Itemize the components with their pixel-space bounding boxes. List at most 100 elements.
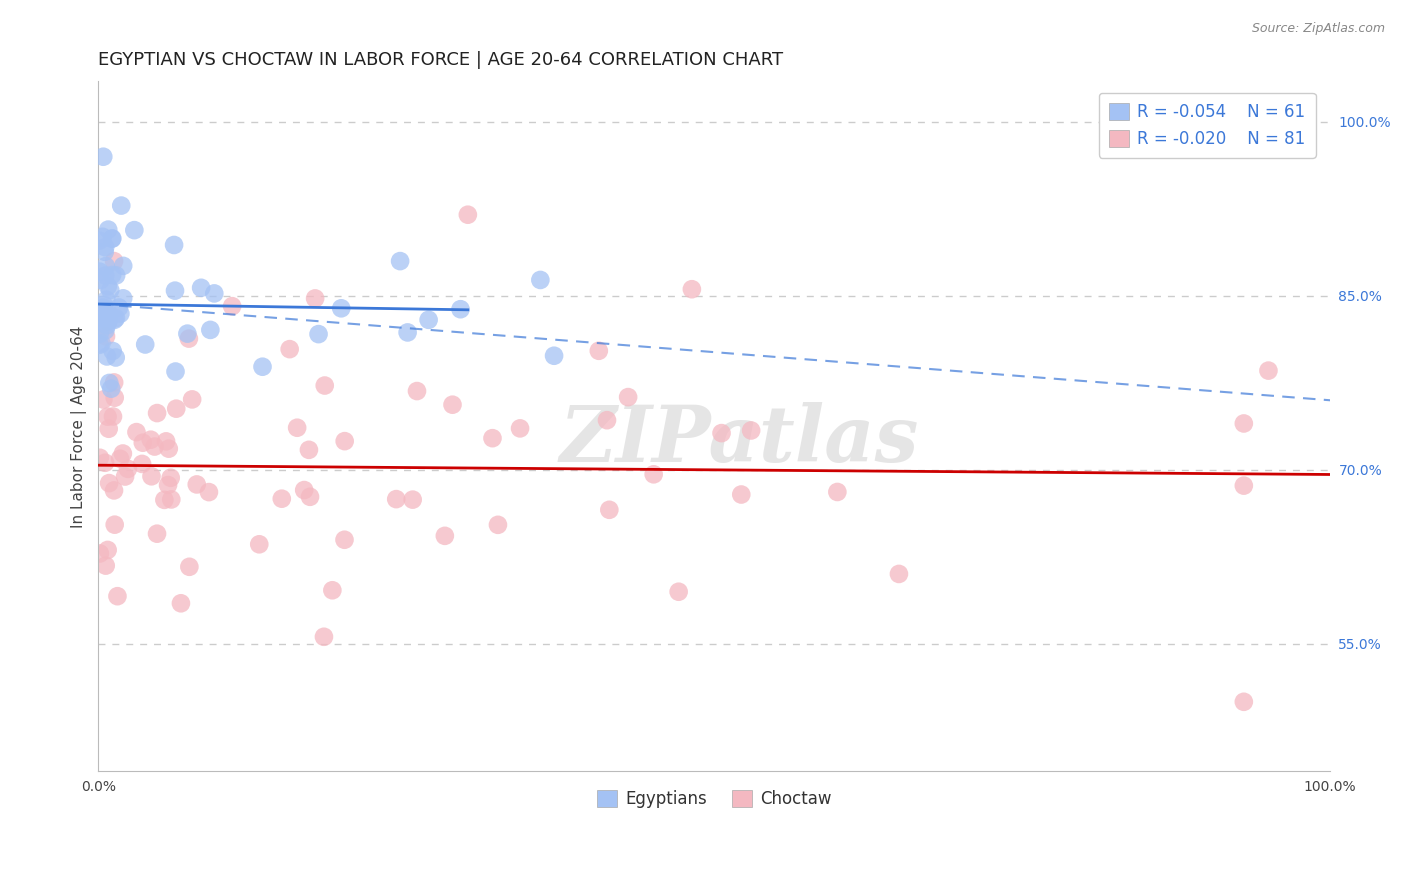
Point <box>165 401 187 416</box>
Point <box>314 378 336 392</box>
Point <box>159 471 181 485</box>
Point <box>103 313 125 327</box>
Point <box>176 326 198 341</box>
Point <box>101 409 124 424</box>
Point <box>101 344 124 359</box>
Point <box>202 286 225 301</box>
Point <box>396 326 419 340</box>
Point <box>89 234 111 248</box>
Point <box>97 314 120 328</box>
Point <box>96 310 118 324</box>
Point <box>740 424 762 438</box>
Point <box>89 265 111 279</box>
Point <box>402 492 425 507</box>
Point <box>97 543 120 558</box>
Point <box>94 558 117 573</box>
Legend: Egyptians, Choctaw: Egyptians, Choctaw <box>591 783 838 814</box>
Point <box>588 343 610 358</box>
Point <box>94 268 117 283</box>
Point <box>94 306 117 320</box>
Point <box>190 281 212 295</box>
Point <box>89 338 111 352</box>
Point <box>110 198 132 212</box>
Point <box>389 254 412 268</box>
Point <box>112 291 135 305</box>
Point <box>103 483 125 498</box>
Point <box>89 546 111 560</box>
Point <box>278 342 301 356</box>
Point <box>186 477 208 491</box>
Point <box>97 409 120 424</box>
Point <box>481 431 503 445</box>
Point <box>100 382 122 396</box>
Point <box>98 283 121 297</box>
Point <box>94 240 117 254</box>
Point <box>298 442 321 457</box>
Point <box>91 150 114 164</box>
Point <box>96 318 118 333</box>
Point <box>157 442 180 456</box>
Point <box>117 462 139 476</box>
Point <box>598 503 620 517</box>
Text: ZIPatlas: ZIPatlas <box>560 402 918 478</box>
Point <box>93 392 115 407</box>
Point <box>157 478 180 492</box>
Point <box>441 398 464 412</box>
Point <box>101 232 124 246</box>
Point <box>94 244 117 259</box>
Point <box>200 323 222 337</box>
Point <box>91 230 114 244</box>
Point <box>97 222 120 236</box>
Point <box>104 517 127 532</box>
Point <box>96 293 118 307</box>
Point <box>132 435 155 450</box>
Point <box>252 359 274 374</box>
Point <box>529 273 551 287</box>
Point <box>155 434 177 449</box>
Point <box>433 529 456 543</box>
Point <box>617 390 640 404</box>
Point <box>486 517 509 532</box>
Point <box>177 332 200 346</box>
Point <box>270 491 292 506</box>
Point <box>111 446 134 460</box>
Point <box>509 421 531 435</box>
Point <box>146 406 169 420</box>
Point <box>418 313 440 327</box>
Point <box>181 392 204 407</box>
Point <box>108 451 131 466</box>
Point <box>103 376 125 390</box>
Point <box>198 485 221 500</box>
Point <box>89 326 111 341</box>
Point <box>385 492 408 507</box>
Point <box>104 391 127 405</box>
Point <box>308 327 330 342</box>
Point <box>285 421 308 435</box>
Point <box>450 302 472 317</box>
Point <box>98 307 121 321</box>
Point <box>710 426 733 441</box>
Point <box>1233 695 1256 709</box>
Point <box>179 559 201 574</box>
Point <box>114 469 136 483</box>
Point <box>312 630 335 644</box>
Point <box>97 422 120 436</box>
Point <box>104 311 127 326</box>
Point <box>94 329 117 343</box>
Text: EGYPTIAN VS CHOCTAW IN LABOR FORCE | AGE 20-64 CORRELATION CHART: EGYPTIAN VS CHOCTAW IN LABOR FORCE | AGE… <box>98 51 783 69</box>
Point <box>101 231 124 245</box>
Point <box>643 467 665 482</box>
Point <box>596 413 619 427</box>
Point <box>93 298 115 312</box>
Point <box>292 483 315 497</box>
Point <box>97 279 120 293</box>
Point <box>160 492 183 507</box>
Point <box>330 301 353 316</box>
Point <box>139 433 162 447</box>
Point <box>163 238 186 252</box>
Point <box>134 337 156 351</box>
Point <box>1257 363 1279 377</box>
Point <box>131 457 153 471</box>
Point <box>94 456 117 470</box>
Point <box>321 583 343 598</box>
